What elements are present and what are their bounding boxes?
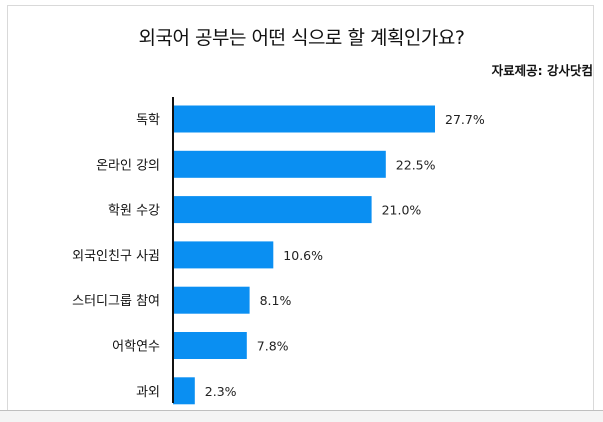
data-label: 8.1% bbox=[260, 293, 292, 308]
data-label: 21.0% bbox=[382, 203, 422, 218]
chart-title: 외국어 공부는 어떤 식으로 할 계획인가요? bbox=[138, 27, 465, 49]
category-label: 어학연수 bbox=[112, 340, 160, 355]
source-note: 자료제공: 강사닷컴 bbox=[491, 63, 593, 78]
bar-3 bbox=[173, 196, 372, 224]
bar-5 bbox=[173, 286, 250, 314]
data-label: 10.6% bbox=[283, 248, 323, 263]
bottom-divider bbox=[0, 410, 603, 411]
bar-1 bbox=[173, 105, 435, 133]
category-label: 스터디그룹 참여 bbox=[72, 294, 160, 309]
category-label: 외국인친구 사귐 bbox=[72, 249, 160, 264]
bar-2 bbox=[173, 150, 386, 178]
category-label: 온라인 강의 bbox=[96, 158, 160, 173]
category-label: 학원 수강 bbox=[108, 204, 160, 219]
data-label: 2.3% bbox=[205, 384, 237, 399]
bottom-band bbox=[0, 411, 603, 422]
category-label: 독학 bbox=[136, 113, 160, 128]
data-label: 27.7% bbox=[445, 112, 485, 127]
bar-4 bbox=[173, 241, 274, 269]
data-label: 7.8% bbox=[257, 339, 289, 354]
category-label: 과외 bbox=[136, 385, 160, 400]
bar-7 bbox=[173, 377, 195, 405]
data-label: 22.5% bbox=[396, 157, 436, 172]
bar-6 bbox=[173, 332, 247, 359]
